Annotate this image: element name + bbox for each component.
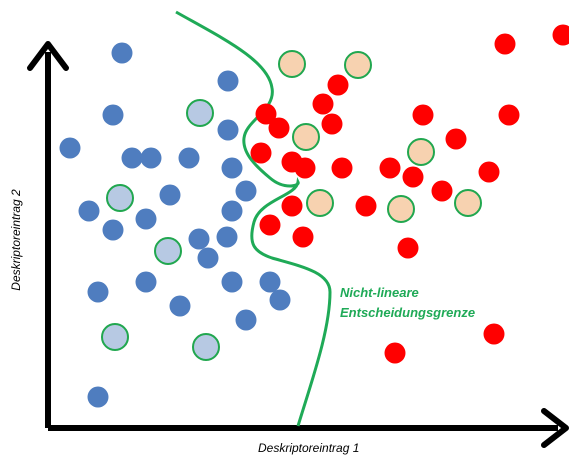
class-b-point xyxy=(380,158,401,179)
class-b-point xyxy=(282,196,303,217)
class-a-point xyxy=(222,272,243,293)
boundary-label: Nicht-lineare Entscheidungsgrenze xyxy=(340,283,475,323)
x-axis-label: Deskriptoreintrag 1 xyxy=(258,441,359,455)
class-b-point xyxy=(499,105,520,126)
class-b-support-point xyxy=(388,196,414,222)
class-b-point xyxy=(251,143,272,164)
class-b-point xyxy=(403,167,424,188)
class-b-support-point xyxy=(408,139,434,165)
class-a-point xyxy=(222,158,243,179)
class-b-support-point xyxy=(455,190,481,216)
class-b-point xyxy=(385,343,406,364)
class-b-point xyxy=(495,34,516,55)
class-b-support-point xyxy=(345,52,371,78)
class-a-point xyxy=(222,201,243,222)
class-b-point xyxy=(413,105,434,126)
class-a-point xyxy=(170,296,191,317)
class-a-point xyxy=(141,148,162,169)
class-b-point xyxy=(332,158,353,179)
class-b-point xyxy=(313,94,334,115)
class-a-point xyxy=(236,181,257,202)
class-a-point xyxy=(236,310,257,331)
class-b-point xyxy=(553,25,569,46)
class-a-point xyxy=(189,229,210,250)
class-b-point xyxy=(356,196,377,217)
class-b-point xyxy=(479,162,500,183)
class-a-support-point xyxy=(107,185,133,211)
class-a-point xyxy=(198,248,219,269)
class-b-point xyxy=(398,238,419,259)
class-b-support-point xyxy=(307,190,333,216)
class-a-point xyxy=(218,71,239,92)
class-b-point xyxy=(293,227,314,248)
class-a-point xyxy=(103,105,124,126)
class-a-point xyxy=(79,201,100,222)
y-axis-label: Deskriptoreintrag 2 xyxy=(9,189,23,290)
class-b-point xyxy=(446,129,467,150)
class-a-point xyxy=(122,148,143,169)
class-a-point xyxy=(88,282,109,303)
class-b-support-point xyxy=(279,51,305,77)
class-a-support-point xyxy=(102,324,128,350)
class-b-point xyxy=(328,75,349,96)
class-a-support-point xyxy=(187,100,213,126)
class-a-point xyxy=(270,290,291,311)
class-b-point xyxy=(295,158,316,179)
class-a-point xyxy=(60,138,81,159)
class-b-point xyxy=(269,118,290,139)
class-a-point xyxy=(112,43,133,64)
class-a-support-point xyxy=(193,334,219,360)
class-b-point xyxy=(260,215,281,236)
class-b-point xyxy=(432,181,453,202)
class-b-support-point xyxy=(293,124,319,150)
class-a-point xyxy=(88,387,109,408)
y-axis-label-container: Deskriptoreintrag 2 xyxy=(6,0,26,458)
class-a-support-point xyxy=(155,238,181,264)
class-a-point xyxy=(179,148,200,169)
class-a-point xyxy=(136,209,157,230)
class-a-point xyxy=(103,220,124,241)
class-a-point xyxy=(260,272,281,293)
class-a-point xyxy=(218,120,239,141)
boundary-label-line1: Nicht-lineare xyxy=(340,283,475,303)
decision-boundary-curve xyxy=(176,12,330,426)
class-b-point xyxy=(484,324,505,345)
class-a-point xyxy=(217,227,238,248)
class-b-point xyxy=(322,114,343,135)
class-a-point xyxy=(160,185,181,206)
data-points xyxy=(60,25,569,408)
boundary-label-line2: Entscheidungsgrenze xyxy=(340,303,475,323)
class-a-point xyxy=(136,272,157,293)
